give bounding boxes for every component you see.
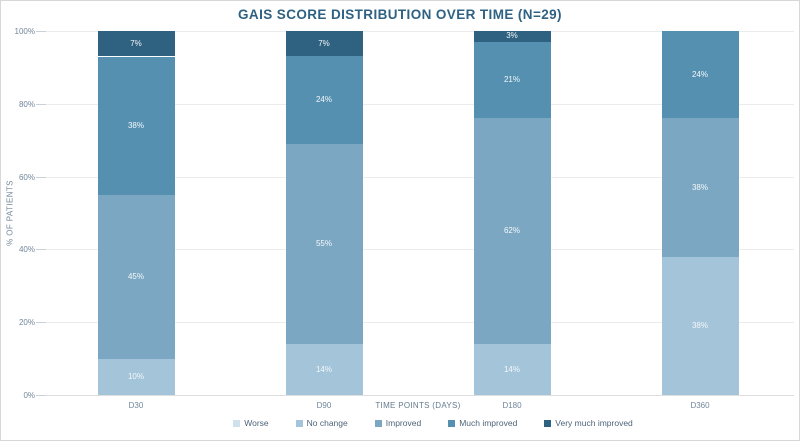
bar-segment-improved: 45% (97, 194, 175, 359)
legend-label: Improved (385, 418, 422, 428)
bar-segment-no-change: 38% (661, 256, 739, 395)
bar-value-label: 7% (130, 38, 142, 48)
bar-segment-improved: 38% (661, 118, 739, 257)
gridline (42, 249, 794, 251)
bar-value-label: 7% (318, 38, 330, 48)
plot-area: 10% 45% 38% 7% 14% 55% 24% 7% 14% 62% 21% 3% 38% 38% 2… (42, 31, 794, 396)
bar-value-label: 55% (315, 238, 332, 248)
bar-segment-much-improved: 38% (97, 56, 175, 195)
legend-swatch-much-improved (448, 419, 456, 427)
y-tick-label: 100% (14, 27, 35, 36)
bar-value-label: 14% (503, 364, 520, 374)
y-axis-tickmark (36, 249, 46, 251)
bar-value-label: 10% (127, 371, 144, 381)
gridline (42, 31, 794, 32)
bar-segment-very-much-improved: 3% (473, 31, 551, 42)
bar-segment-very-much-improved: 7% (285, 31, 363, 57)
legend-label: Very much improved (555, 418, 633, 428)
bar-segment-no-change: 10% (97, 358, 175, 395)
bar-segment-no-change: 14% (473, 344, 551, 395)
x-axis-title: TIME POINTS (DAYS) (375, 401, 461, 410)
gridline (42, 395, 794, 396)
bar-segment-much-improved: 24% (285, 56, 363, 144)
bar-value-label: 62% (503, 226, 520, 236)
legend: Worse No change Improved Much improved Very … (65, 418, 799, 428)
x-tick-label-d90: D90 (316, 401, 332, 410)
legend-item-worse: Worse (233, 418, 269, 428)
y-axis-tickmark (36, 322, 46, 324)
legend-item-improved: Improved (374, 418, 422, 428)
bar-value-label: 3% (506, 31, 518, 41)
bar-segment-improved: 55% (285, 143, 363, 345)
bar-segment-no-change: 14% (285, 344, 363, 395)
legend-swatch-very-much-improved (544, 419, 552, 427)
legend-item-very-much-improved: Very much improved (544, 418, 633, 428)
bar-value-label: 38% (691, 182, 708, 192)
bar-value-label: 24% (691, 69, 708, 79)
y-axis-title: % OF PATIENTS (5, 180, 15, 246)
y-tick-label: 20% (18, 318, 35, 328)
gridline (42, 322, 794, 324)
bar-value-label: 24% (315, 95, 332, 105)
legend-label: No change (306, 418, 348, 428)
bar-segment-much-improved: 24% (661, 31, 739, 119)
gridline (42, 176, 794, 178)
legend-item-no-change: No change (295, 418, 348, 428)
bar-segment-much-improved: 21% (473, 41, 551, 119)
bar-value-label: 21% (503, 75, 520, 85)
bar-value-label: 14% (315, 364, 332, 374)
bar-segment-improved: 62% (473, 118, 551, 345)
legend-swatch-no-change (295, 419, 303, 427)
x-tick-label-d180: D180 (502, 401, 522, 410)
bar-segment-very-much-improved: 7% (97, 31, 175, 57)
y-tick-label: 40% (18, 245, 35, 255)
legend-swatch-improved (374, 419, 382, 427)
y-axis-tickmark (36, 395, 46, 396)
y-axis-tickmark (36, 31, 46, 32)
y-tick-label: 0% (23, 391, 35, 400)
y-tick-label: 80% (18, 99, 35, 109)
y-axis-tickmark (36, 176, 46, 178)
y-axis-tickmark (36, 103, 46, 105)
legend-swatch-worse (233, 419, 241, 427)
y-tick-label: 60% (18, 172, 35, 182)
legend-item-much-improved: Much improved (448, 418, 517, 428)
bar-value-label: 38% (127, 120, 144, 130)
bar-value-label: 45% (127, 271, 144, 281)
gridline (42, 103, 794, 105)
legend-label: Much improved (459, 418, 518, 428)
x-tick-label-d30: D30 (128, 401, 144, 410)
legend-label: Worse (244, 418, 269, 428)
chart-title: GAIS SCORE DISTRIBUTION OVER TIME (N=29) (238, 7, 562, 22)
bar-value-label: 38% (691, 320, 708, 330)
x-tick-label-d360: D360 (690, 401, 710, 410)
